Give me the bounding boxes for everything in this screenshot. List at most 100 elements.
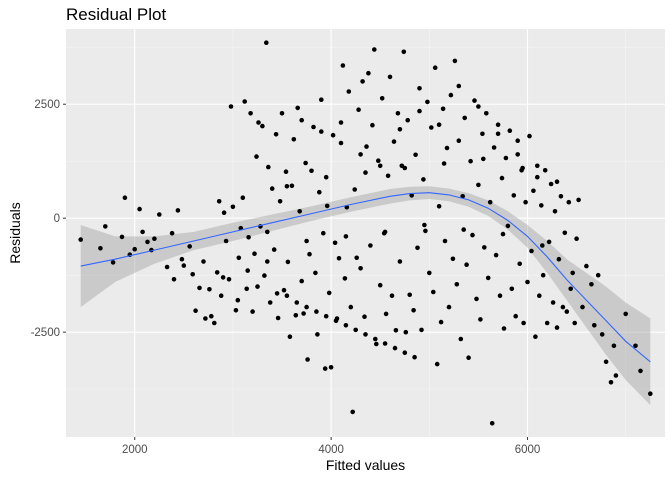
data-point — [462, 115, 468, 121]
data-point — [436, 204, 442, 209]
data-point — [432, 65, 438, 70]
data-point — [377, 163, 383, 169]
data-point — [332, 240, 338, 246]
data-point — [431, 289, 436, 295]
data-point — [319, 129, 324, 134]
data-point — [187, 244, 192, 249]
data-point — [284, 184, 290, 189]
confidence-ribbon — [80, 186, 651, 406]
data-point — [520, 165, 525, 171]
data-point — [157, 212, 162, 217]
data-point — [474, 296, 479, 302]
minor-grid — [66, 29, 665, 437]
data-point — [350, 409, 356, 415]
y-axis-ticks: -2500 0 2500 — [31, 99, 66, 339]
data-point — [531, 188, 536, 194]
data-point — [395, 111, 401, 116]
data-point — [245, 268, 250, 273]
data-point — [321, 230, 326, 236]
data-point — [540, 243, 545, 248]
data-point — [164, 264, 170, 270]
data-point — [466, 355, 471, 361]
data-point — [562, 230, 568, 236]
data-point — [340, 63, 346, 68]
data-point — [283, 169, 289, 174]
data-point — [324, 203, 330, 209]
data-point — [285, 259, 291, 265]
data-point — [103, 224, 108, 229]
data-point — [363, 332, 368, 337]
data-point — [209, 313, 214, 319]
data-point — [379, 96, 385, 101]
data-point — [456, 83, 462, 89]
data-point — [448, 92, 454, 98]
x-axis-title: Fitted values — [326, 457, 405, 473]
data-point — [220, 275, 226, 280]
y-tick-label: 2500 — [34, 99, 60, 111]
data-point — [523, 199, 528, 205]
data-point — [461, 227, 467, 232]
data-point — [550, 300, 556, 305]
data-point — [169, 230, 175, 236]
data-point — [137, 206, 142, 212]
data-point — [266, 164, 271, 170]
data-point — [495, 122, 501, 127]
data-point — [248, 111, 253, 116]
data-point — [436, 122, 442, 127]
data-point — [542, 168, 548, 173]
data-point — [623, 311, 628, 317]
data-point — [273, 132, 279, 137]
data-point — [478, 317, 483, 322]
data-point — [454, 282, 460, 287]
data-point — [284, 293, 290, 299]
data-point — [98, 246, 103, 251]
data-point — [560, 304, 566, 310]
data-point — [456, 138, 462, 143]
data-point — [293, 313, 299, 318]
data-point — [175, 208, 181, 213]
data-point — [574, 236, 579, 241]
y-tick-label: -2500 — [31, 327, 60, 339]
data-point — [452, 58, 458, 64]
data-point — [246, 235, 251, 240]
data-point — [374, 341, 379, 347]
data-point — [370, 122, 375, 128]
data-point — [145, 239, 150, 245]
data-point — [78, 237, 83, 242]
data-point — [297, 209, 303, 214]
data-point — [256, 120, 261, 125]
data-point — [265, 229, 270, 235]
data-point — [476, 104, 481, 109]
data-point — [354, 255, 360, 261]
data-point — [377, 282, 383, 288]
data-point — [250, 309, 255, 314]
data-point — [509, 286, 515, 292]
data-point — [464, 262, 469, 268]
data-point — [613, 373, 619, 378]
data-point — [216, 199, 222, 204]
data-point — [491, 145, 497, 150]
data-point — [328, 365, 334, 370]
data-point — [397, 259, 403, 264]
data-point — [362, 314, 367, 320]
data-point — [203, 316, 208, 321]
data-point — [558, 194, 564, 199]
data-point — [533, 334, 538, 340]
data-point — [267, 300, 273, 305]
data-point — [438, 319, 444, 325]
data-point — [179, 256, 185, 262]
data-point — [397, 127, 403, 132]
y-axis-title: Residuals — [7, 202, 23, 263]
data-point — [223, 238, 229, 244]
data-point — [228, 104, 234, 109]
data-point — [303, 160, 308, 166]
data-point — [323, 174, 329, 180]
data-point — [201, 259, 206, 264]
data-point — [419, 327, 424, 333]
data-point — [368, 243, 373, 248]
plot-panel — [66, 29, 665, 437]
data-point — [564, 309, 570, 314]
data-point — [132, 246, 137, 252]
data-point — [442, 238, 448, 244]
